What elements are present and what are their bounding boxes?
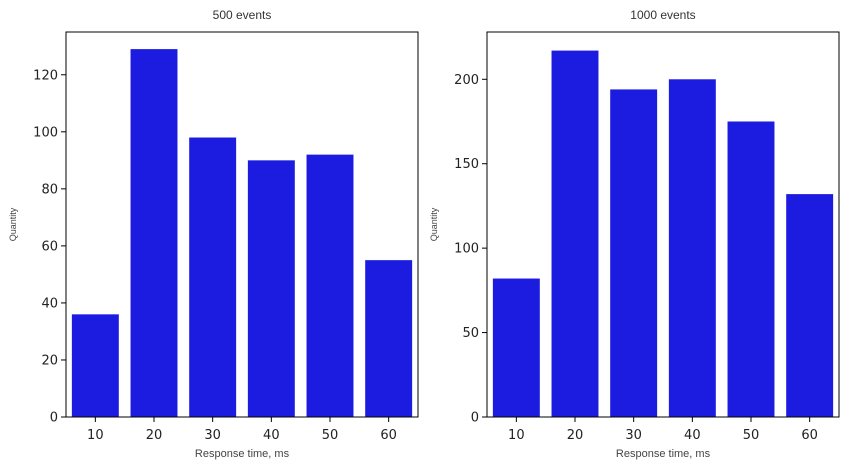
bar-10 xyxy=(492,278,540,417)
y-tick-label: 40 xyxy=(41,296,58,311)
y-axis-label: Quantity xyxy=(8,207,18,241)
x-axis-label: Response time, ms xyxy=(195,448,290,460)
chart-title: 1000 events xyxy=(630,8,695,22)
bar-10 xyxy=(71,314,119,417)
x-tick-label: 20 xyxy=(146,428,163,443)
x-ticks: 10 20 30 40 50 60 xyxy=(87,417,397,443)
y-tick-label: 0 xyxy=(50,411,58,426)
x-tick-label: 60 xyxy=(801,428,818,443)
x-tick-label: 30 xyxy=(625,428,642,443)
bar-60 xyxy=(786,194,834,417)
y-tick-label: 200 xyxy=(454,73,479,88)
y-tick-label: 20 xyxy=(41,353,58,368)
y-tick-label: 80 xyxy=(41,182,58,197)
bar-40 xyxy=(668,79,716,417)
x-tick-label: 20 xyxy=(567,428,584,443)
plot-frame xyxy=(486,31,840,418)
chart-1000-events: 1000 events Response time, ms Quantity 0… xyxy=(429,8,840,460)
y-tick-label: 150 xyxy=(454,157,479,172)
y-tick-label: 60 xyxy=(41,239,58,254)
bar-60 xyxy=(365,260,413,417)
y-axis-label: Quantity xyxy=(429,207,439,241)
bars xyxy=(71,49,413,418)
bars xyxy=(492,50,834,418)
x-tick-label: 30 xyxy=(204,428,221,443)
x-tick-label: 50 xyxy=(322,428,339,443)
chart-title: 500 events xyxy=(213,8,272,22)
chart-500-events: 500 events Response time, ms Quantity 0 2… xyxy=(8,8,419,460)
y-tick-label: 120 xyxy=(33,68,58,83)
bar-20 xyxy=(551,50,599,418)
bar-20 xyxy=(130,49,178,417)
y-ticks: 0 20 40 60 80 100 120 xyxy=(33,68,66,426)
x-tick-label: 40 xyxy=(684,428,701,443)
y-tick-label: 100 xyxy=(33,125,58,140)
y-ticks: 0 50 100 150 200 xyxy=(454,73,487,426)
x-tick-label: 60 xyxy=(380,428,397,443)
x-ticks: 10 20 30 40 50 60 xyxy=(508,417,818,443)
x-tick-label: 10 xyxy=(87,428,104,443)
y-tick-label: 100 xyxy=(454,242,479,257)
x-tick-label: 50 xyxy=(743,428,760,443)
y-tick-label: 0 xyxy=(471,411,479,426)
bar-30 xyxy=(189,137,237,417)
x-axis-label: Response time, ms xyxy=(616,448,711,460)
bar-50 xyxy=(727,121,775,418)
plot-frame xyxy=(65,31,419,418)
x-tick-label: 10 xyxy=(508,428,525,443)
bar-50 xyxy=(306,154,354,417)
x-tick-label: 40 xyxy=(263,428,280,443)
y-tick-label: 50 xyxy=(462,326,479,341)
bar-40 xyxy=(247,160,295,418)
bar-30 xyxy=(610,89,658,417)
